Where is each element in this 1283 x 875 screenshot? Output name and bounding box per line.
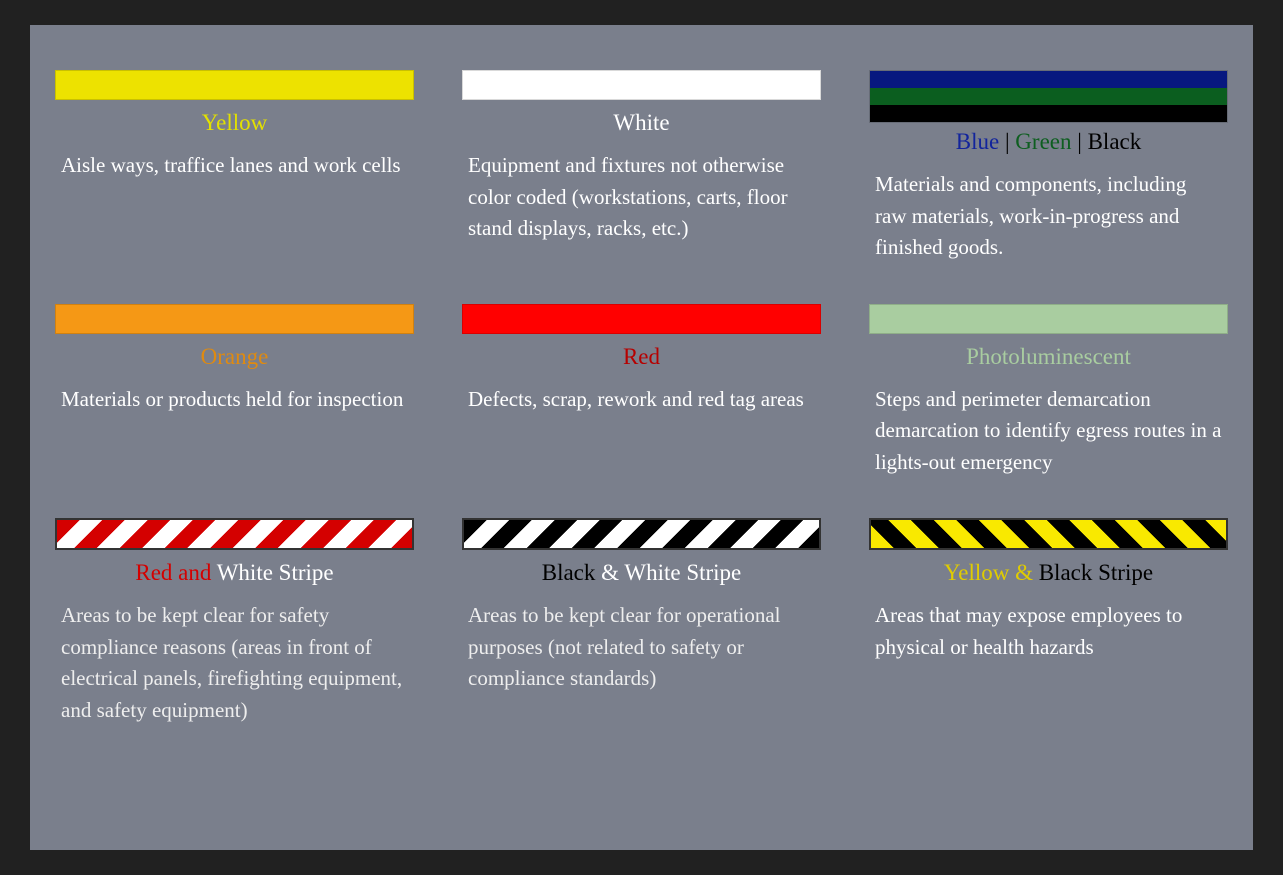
swatch-blue-green-black <box>869 70 1228 123</box>
title-part: Black <box>1088 129 1142 154</box>
swatch-photoluminescent <box>869 304 1228 334</box>
color-cell-orange: Orange Materials or products held for ins… <box>55 304 414 479</box>
color-cell-blue-green-black: Blue | Green | Black Materials and compon… <box>869 70 1228 264</box>
title-part: | <box>1071 129 1087 154</box>
title-photoluminescent: Photoluminescent <box>869 344 1228 370</box>
title-part: Black Stripe <box>1039 560 1153 585</box>
title-part: Photoluminescent <box>966 344 1131 369</box>
title-part: Blue <box>956 129 999 154</box>
title-yellow-black-stripe: Yellow & Black Stripe <box>869 560 1228 586</box>
color-cell-white: White Equipment and fixtures not otherwis… <box>462 70 821 264</box>
swatch-orange <box>55 304 414 334</box>
description-photoluminescent: Steps and perimeter demarcation demarcat… <box>869 384 1228 479</box>
title-red-white-stripe: Red and White Stripe <box>55 560 414 586</box>
description-red: Defects, scrap, rework and red tag areas <box>462 384 821 416</box>
title-part: Yellow <box>202 110 267 135</box>
description-orange: Materials or products held for inspectio… <box>55 384 414 416</box>
swatch-black-white-stripe <box>462 518 821 550</box>
description-white: Equipment and fixtures not otherwise col… <box>462 150 821 245</box>
description-black-white-stripe: Areas to be kept clear for operational p… <box>462 600 821 695</box>
swatch-white <box>462 70 821 100</box>
description-yellow: Aisle ways, traffice lanes and work cell… <box>55 150 414 182</box>
color-cell-yellow: Yellow Aisle ways, traffice lanes and wor… <box>55 70 414 264</box>
swatch-band <box>870 71 1227 88</box>
color-code-grid: Yellow Aisle ways, traffice lanes and wor… <box>55 70 1228 726</box>
color-cell-black-white-stripe: Black & White Stripe Areas to be kept cle… <box>462 518 821 726</box>
title-part: Red <box>623 344 660 369</box>
color-code-panel: Yellow Aisle ways, traffice lanes and wor… <box>30 25 1253 850</box>
color-cell-red-white-stripe: Red and White Stripe Areas to be kept cle… <box>55 518 414 726</box>
title-orange: Orange <box>55 344 414 370</box>
swatch-red-white-stripe <box>55 518 414 550</box>
title-part: Yellow & <box>944 560 1039 585</box>
title-part: Green <box>1015 129 1071 154</box>
title-part: & White Stripe <box>601 560 741 585</box>
swatch-red <box>462 304 821 334</box>
swatch-yellow-black-stripe <box>869 518 1228 550</box>
title-black-white-stripe: Black & White Stripe <box>462 560 821 586</box>
color-cell-red: Red Defects, scrap, rework and red tag ar… <box>462 304 821 479</box>
title-part: Black <box>542 560 601 585</box>
swatch-band <box>870 88 1227 105</box>
title-red: Red <box>462 344 821 370</box>
description-yellow-black-stripe: Areas that may expose employees to physi… <box>869 600 1228 663</box>
title-part: Orange <box>201 344 269 369</box>
title-part: White Stripe <box>217 560 334 585</box>
title-part: Red and <box>135 560 216 585</box>
title-white: White <box>462 110 821 136</box>
title-part: White <box>613 110 669 135</box>
swatch-band <box>870 105 1227 122</box>
color-cell-photoluminescent: Photoluminescent Steps and perimeter dema… <box>869 304 1228 479</box>
title-blue-green-black: Blue | Green | Black <box>869 129 1228 155</box>
title-yellow: Yellow <box>55 110 414 136</box>
description-blue-green-black: Materials and components, including raw … <box>869 169 1228 264</box>
title-part: | <box>999 129 1015 154</box>
description-red-white-stripe: Areas to be kept clear for safety compli… <box>55 600 414 726</box>
color-cell-yellow-black-stripe: Yellow & Black Stripe Areas that may expo… <box>869 518 1228 726</box>
swatch-yellow <box>55 70 414 100</box>
